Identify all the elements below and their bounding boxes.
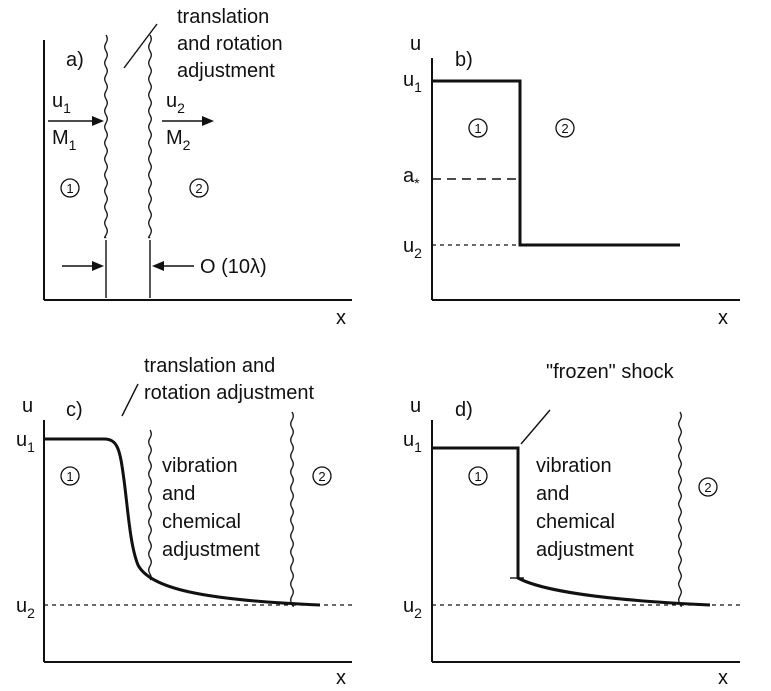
panel-a-u1: u1: [52, 90, 71, 116]
panel-d-x-label: x: [718, 667, 728, 689]
panel-a-shock-front-right: [148, 34, 152, 239]
panel-b-y-label: u: [410, 33, 421, 55]
panel-d-mid-line2: and: [536, 483, 569, 505]
panel-a-M1: M1: [52, 127, 77, 153]
panel-a-region-2-marker: 2: [189, 178, 209, 198]
panel-b-astar-tick: a*: [403, 165, 420, 191]
panel-d-vibration-front: [678, 411, 682, 607]
panel-b-u2-tick: u2: [403, 235, 422, 261]
panel-c-note-leader: [121, 383, 139, 417]
panel-a-u2-arrowhead: [202, 116, 214, 126]
panel-c-mid-line3: chemical: [162, 511, 241, 533]
panel-b-region-2-marker: 2: [555, 118, 575, 138]
panel-d: u d) "frozen" shock u1 u2 1 2 vibration …: [403, 361, 740, 689]
panel-d-note: "frozen" shock: [546, 361, 675, 383]
panel-c-note-line1: translation and: [144, 355, 275, 377]
panel-c-mid-line2: and: [162, 483, 195, 505]
panel-d-label: d): [455, 399, 473, 421]
svg-text:1: 1: [66, 469, 73, 484]
panel-a-u2: u2: [166, 90, 185, 116]
panel-b-u1-tick: u1: [403, 69, 422, 95]
panel-d-mid-line4: adjustment: [536, 539, 634, 561]
panel-c-label: c): [66, 399, 83, 421]
panel-a: a) translation and rotation adjustment u…: [43, 6, 352, 329]
panel-b-step-profile: [432, 79, 680, 247]
svg-text:1: 1: [474, 469, 481, 484]
panel-d-y-label: u: [410, 395, 421, 417]
panel-b-region-1-marker: 1: [468, 118, 488, 138]
panel-a-thickness-label: O (10λ): [200, 256, 267, 278]
svg-text:2: 2: [195, 181, 202, 196]
panel-c: u c) translation and rotation adjustment…: [16, 355, 352, 689]
panel-d-region-2-marker: 2: [698, 477, 718, 497]
svg-text:2: 2: [561, 121, 568, 136]
panel-c-region-1-marker: 1: [60, 466, 80, 486]
panel-b-x-label: x: [718, 307, 728, 329]
svg-text:2: 2: [318, 469, 325, 484]
panel-c-mid-line1: vibration: [162, 455, 238, 477]
panel-d-mid-line1: vibration: [536, 455, 612, 477]
panel-a-u1-arrowhead: [92, 116, 104, 126]
panel-a-label: a): [66, 49, 84, 71]
panel-a-thickness-arrowhead-right: [152, 261, 164, 271]
panel-c-velocity-profile: [44, 437, 321, 607]
panel-d-mid-line3: chemical: [536, 511, 615, 533]
panel-c-u2-tick: u2: [16, 595, 35, 621]
svg-text:1: 1: [474, 121, 481, 136]
panel-c-note-line2: rotation adjustment: [144, 382, 315, 404]
panel-d-u1-tick: u1: [403, 429, 422, 455]
panel-c-vibration-front-left: [148, 429, 152, 581]
panel-d-u2-tick: u2: [403, 595, 422, 621]
svg-text:2: 2: [704, 480, 711, 495]
panel-c-u1-tick: u1: [16, 429, 35, 455]
panel-a-x-label: x: [336, 307, 346, 329]
panel-c-mid-line4: adjustment: [162, 539, 260, 561]
panel-a-note-leader: [123, 23, 158, 69]
panel-b-label: b): [455, 49, 473, 71]
panel-a-M2: M2: [166, 127, 191, 153]
panel-c-x-label: x: [336, 667, 346, 689]
panel-d-region-1-marker: 1: [468, 466, 488, 486]
panel-a-region-1-marker: 1: [60, 178, 80, 198]
panel-a-shock-front-left: [104, 34, 108, 239]
panel-d-note-leader: [520, 409, 551, 445]
svg-text:1: 1: [66, 181, 73, 196]
panel-a-note-line1: translation: [177, 6, 269, 28]
panel-a-thickness-arrowhead-left: [92, 261, 104, 271]
panel-a-note-line3: adjustment: [177, 60, 275, 82]
panel-c-vibration-front-right: [290, 411, 294, 607]
panel-c-y-label: u: [22, 395, 33, 417]
panel-c-region-2-marker: 2: [312, 466, 332, 486]
panel-a-note-line2: and rotation: [177, 33, 283, 55]
panel-b: u b) u1 a* u2 1 2 x: [403, 33, 740, 329]
